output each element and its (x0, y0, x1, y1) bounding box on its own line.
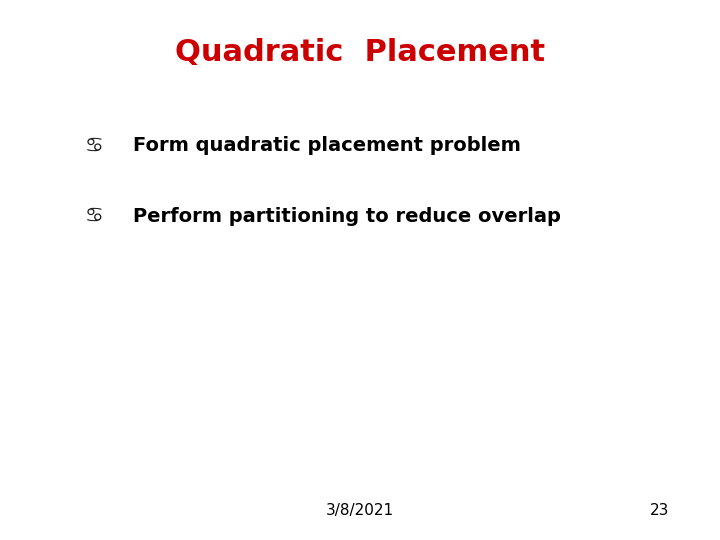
Text: ♋: ♋ (84, 206, 103, 226)
Text: Perform partitioning to reduce overlap: Perform partitioning to reduce overlap (133, 206, 561, 226)
Text: Quadratic  Placement: Quadratic Placement (175, 38, 545, 67)
Text: 3/8/2021: 3/8/2021 (326, 503, 394, 518)
Text: 23: 23 (650, 503, 670, 518)
Text: ♋: ♋ (84, 136, 103, 156)
Text: Form quadratic placement problem: Form quadratic placement problem (133, 136, 521, 156)
